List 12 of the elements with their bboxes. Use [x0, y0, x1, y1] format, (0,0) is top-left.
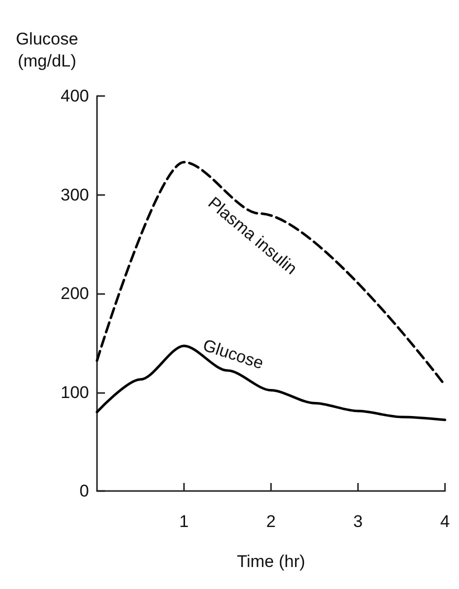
x-tick-label: 4 — [440, 512, 450, 531]
y-tick-label: 300 — [60, 185, 89, 204]
x-tick-label: 2 — [266, 512, 276, 531]
text: Glucose — [200, 336, 266, 373]
y-axis-title: Glucose (mg/dL) — [16, 30, 78, 70]
y-tick-label: 100 — [60, 382, 89, 402]
y-tick-label: 0 — [80, 482, 89, 500]
x-tick-label: 3 — [353, 512, 363, 531]
x-axis-title: Time (hr) — [236, 552, 306, 571]
y-tick-label: 400 — [60, 86, 89, 106]
y-tick-label: 200 — [60, 284, 89, 303]
x-tick-label: 1 — [179, 512, 189, 531]
